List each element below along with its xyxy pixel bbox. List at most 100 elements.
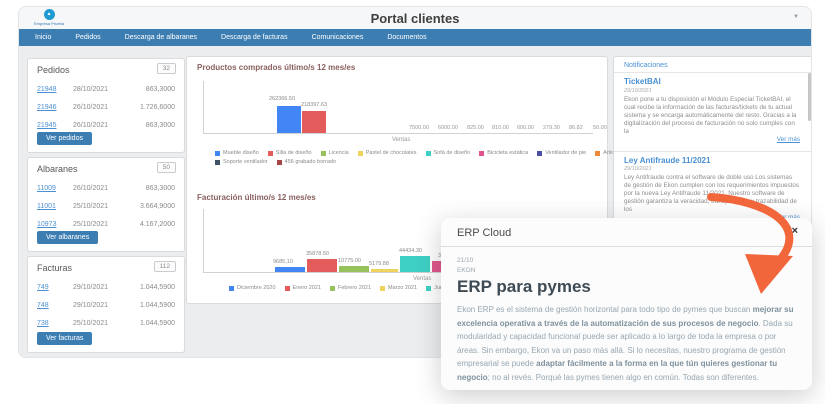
factura-link[interactable]: 748	[37, 301, 49, 309]
table-row: 738 25/10/2021 1.044,5900	[28, 314, 184, 332]
legend-label: Febrero 2021	[337, 285, 372, 291]
chart1-x-axis	[203, 133, 593, 134]
legend-item: 456 grabado borrado	[276, 159, 336, 165]
legend-swatch	[229, 285, 234, 291]
main-navbar: Inicio Pedidos Descarga de albaranes Des…	[19, 29, 811, 46]
erp-cloud-modal: ERP Cloud × 21/10 EKON ERP para pymes Ek…	[441, 218, 812, 390]
legend-label: Enero 2021	[292, 285, 321, 291]
modal-body: 21/10 EKON ERP para pymes Ekon ERP es el…	[441, 247, 812, 384]
close-icon[interactable]: ×	[791, 225, 798, 237]
pedido-date: 26/10/2021	[73, 103, 109, 111]
legend-item: Mueble diseño	[215, 150, 259, 156]
pedido-link[interactable]: 21948	[37, 85, 57, 93]
table-row: 21946 26/10/2021 1.726,6000	[28, 98, 184, 116]
factura-link[interactable]: 738	[37, 319, 49, 327]
chart1-y-axis	[203, 81, 204, 133]
notification-more: Ver más	[624, 128, 800, 146]
bar-value-label: 50.00	[593, 125, 607, 131]
chevron-down-icon[interactable]: ▼	[793, 14, 799, 20]
notification-body: Ekon pone a tu disposición el Módulo Esp…	[624, 95, 797, 135]
bar-value-label: 86.82	[569, 125, 583, 131]
chart1-title: Productos comprados último/s 12 mes/es	[197, 63, 356, 72]
legend-label: Mueble diseño	[223, 150, 259, 156]
bar-enero-2021	[307, 259, 337, 272]
pedidos-panel-title: Pedidos	[37, 65, 70, 75]
legend-swatch	[595, 150, 601, 156]
chart1-legend-row2: Soporte ventilador 456 grabado borrado	[215, 159, 336, 165]
bar-diciembre-2020	[275, 267, 305, 272]
ver-mas-link[interactable]: Ver más	[772, 135, 800, 143]
legend-swatch	[479, 150, 485, 156]
albaran-date: 26/10/2021	[73, 184, 109, 192]
notification-date: 29/10/2021	[624, 166, 652, 172]
nav-item-pedidos[interactable]: Pedidos	[75, 34, 101, 41]
nav-item-comunicaciones[interactable]: Comunicaciones	[311, 34, 364, 41]
pedido-date: 28/10/2021	[73, 85, 109, 93]
albaran-amount: 863,3000	[145, 184, 175, 192]
modal-text-bold: mejorar su excelencia operativa a través…	[457, 305, 794, 328]
pedido-link[interactable]: 21945	[37, 121, 57, 129]
legend-item: Enero 2021	[284, 285, 321, 291]
factura-date: 29/10/2021	[73, 301, 109, 309]
nav-item-descarga-albaranes[interactable]: Descarga de albaranes	[124, 34, 198, 41]
page-title: Portal clientes	[370, 11, 460, 26]
albaran-link[interactable]: 10973	[37, 220, 57, 228]
bar-junio-2021	[400, 256, 430, 272]
legend-item: Ventilador de pie	[537, 150, 586, 156]
bar-value-label: 6000.00	[438, 125, 458, 131]
legend-item: Silla de diseño	[267, 150, 312, 156]
nav-item-descarga-facturas[interactable]: Descarga de facturas	[221, 34, 288, 41]
company-logo-label: Empresa Prueba	[33, 21, 64, 26]
modal-source: EKON	[457, 267, 476, 274]
pedido-amount: 863,3000	[145, 85, 175, 93]
legend-swatch	[426, 285, 432, 291]
legend-label: Soporte ventilador	[223, 159, 268, 165]
bar-value-label: 218397.63	[301, 102, 327, 108]
modal-header: ERP Cloud ×	[441, 218, 812, 247]
company-logo: ▲ Empresa Prueba	[27, 8, 71, 26]
factura-link[interactable]: 749	[37, 283, 49, 291]
notification-date: 29/10/2021	[624, 87, 652, 94]
legend-swatch	[425, 150, 431, 156]
albaran-link[interactable]: 11001	[37, 202, 56, 210]
legend-item: Licencia	[320, 150, 349, 156]
notification-title: Ley Antifraude 11/2021	[624, 155, 711, 165]
notification-title: TicketBAI	[624, 77, 661, 86]
facturas-rows: 749 29/10/2021 1.044,5900 748 29/10/2021…	[28, 278, 184, 332]
pedido-link[interactable]: 21946	[37, 103, 57, 111]
scrollbar-thumb[interactable]	[808, 73, 811, 121]
pedidos-count-badge: 32	[156, 63, 176, 74]
legend-swatch	[357, 150, 363, 156]
legend-swatch	[537, 150, 543, 156]
ver-facturas-button[interactable]: Ver facturas	[37, 332, 93, 345]
bar-value-label: 7500.00	[409, 125, 429, 131]
pedido-amount: 1.726,6000	[139, 103, 175, 111]
legend-item: Marzo 2021	[380, 285, 417, 291]
ver-albaranes-button[interactable]: Ver albaranes	[37, 231, 99, 244]
bar-value-label: 5179.88	[369, 261, 389, 267]
factura-amount: 1.044,5900	[139, 301, 175, 309]
ver-pedidos-button[interactable]: Ver pedidos	[37, 132, 92, 145]
modal-text-bold: adaptar fácilmente a la forma en la que …	[457, 359, 778, 382]
factura-date: 29/10/2021	[73, 283, 109, 291]
legend-swatch	[329, 285, 335, 291]
chart2-xaxis-label: Ventas	[413, 276, 432, 282]
bar-value-label: 44434.30	[399, 248, 422, 254]
bar-mueble-diseno	[277, 106, 301, 133]
notifications-header: Notificaciones	[624, 62, 668, 69]
nav-item-documentos[interactable]: Documentos	[387, 34, 427, 41]
legend-label: Sofá de diseño	[433, 150, 471, 156]
chart1-xaxis-label: Ventas	[392, 137, 411, 143]
modal-text-segment: ; no al revés. Porqué las pymes tienen a…	[487, 372, 759, 382]
nav-item-inicio[interactable]: Inicio	[35, 34, 52, 41]
chart1-legend-row1: Mueble diseño Silla de diseño Licencia P…	[215, 150, 638, 156]
albaran-link[interactable]: 11009	[37, 184, 56, 192]
table-row: 11001 25/10/2021 3.664,9000	[28, 197, 184, 215]
table-row: 749 29/10/2021 1.044,5900	[28, 278, 184, 296]
app-header: ▲ Empresa Prueba Portal clientes ▼	[19, 7, 811, 29]
table-row: 21948 28/10/2021 863,3000	[28, 80, 184, 98]
bar-value-label: 262366.50	[269, 96, 295, 102]
bar-value-label: 9685,10	[273, 259, 293, 265]
pedido-amount: 863,3000	[145, 121, 175, 129]
